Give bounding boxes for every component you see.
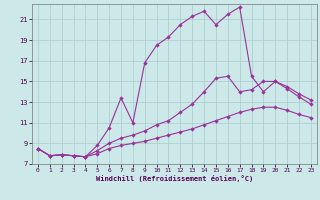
X-axis label: Windchill (Refroidissement éolien,°C): Windchill (Refroidissement éolien,°C) [96,175,253,182]
